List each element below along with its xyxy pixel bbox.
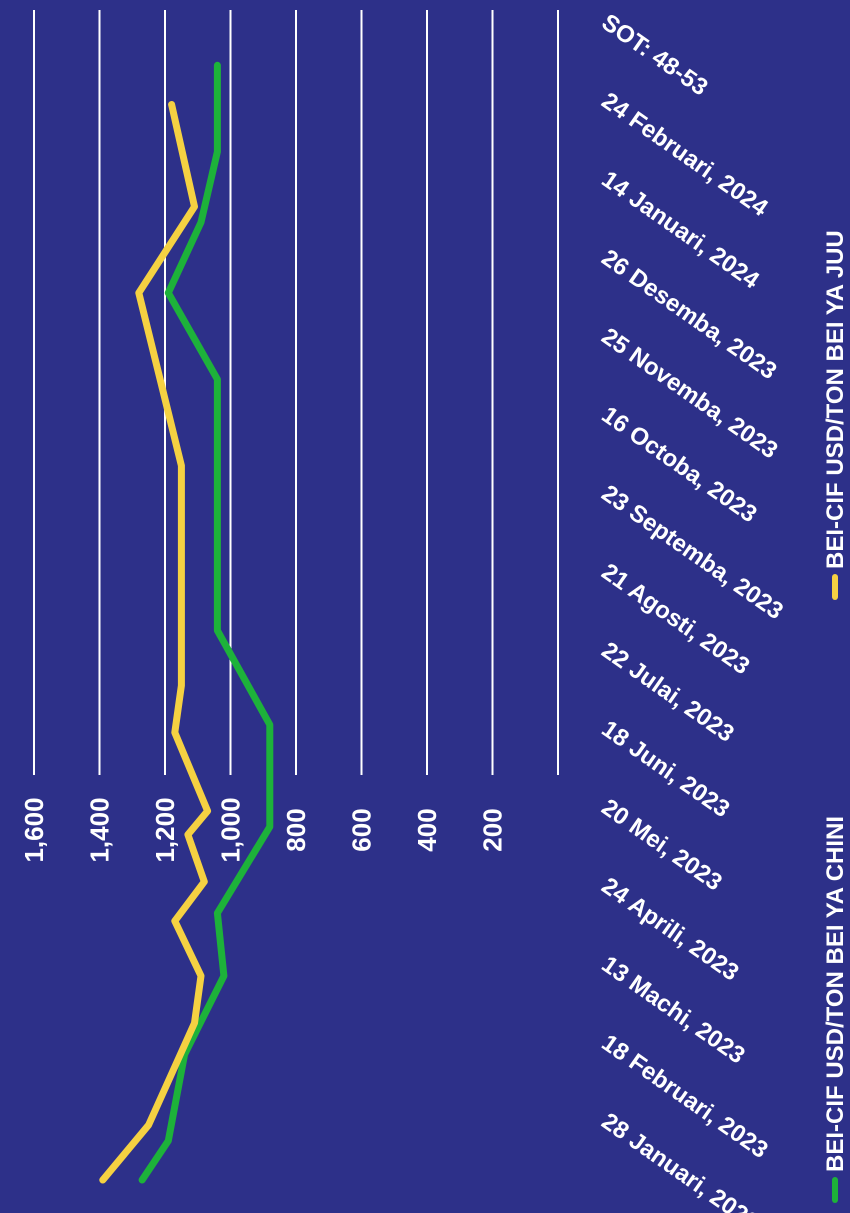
category-label: SOT: 48-53 [597, 9, 713, 102]
y-axis-ticks: 200 400 600 800 1,000 1,200 1,400 1,600 [19, 797, 508, 862]
y-tick-label: 1,400 [85, 797, 115, 862]
y-tick-label: 200 [478, 808, 508, 851]
category-label: 23 Septemba, 2023 [597, 480, 788, 625]
series-line-1 [142, 65, 270, 1180]
y-tick-label: 1,000 [216, 797, 246, 862]
series-line-2 [103, 105, 208, 1181]
y-tick-label: 400 [412, 808, 442, 851]
y-tick-label: 1,200 [150, 797, 180, 862]
series-lines [103, 65, 270, 1180]
legend-label: BEI-CIF USD/TON BEI YA JUU [822, 230, 849, 569]
legend: BEI-CIF USD/TON BEI YA CHINI BEI-CIF USD/… [822, 230, 849, 1200]
y-tick-label: 600 [347, 808, 377, 851]
y-tick-label: 800 [281, 808, 311, 851]
y-tick-label: 1,600 [19, 797, 49, 862]
grid [34, 10, 558, 775]
legend-label: BEI-CIF USD/TON BEI YA CHINI [822, 816, 849, 1172]
